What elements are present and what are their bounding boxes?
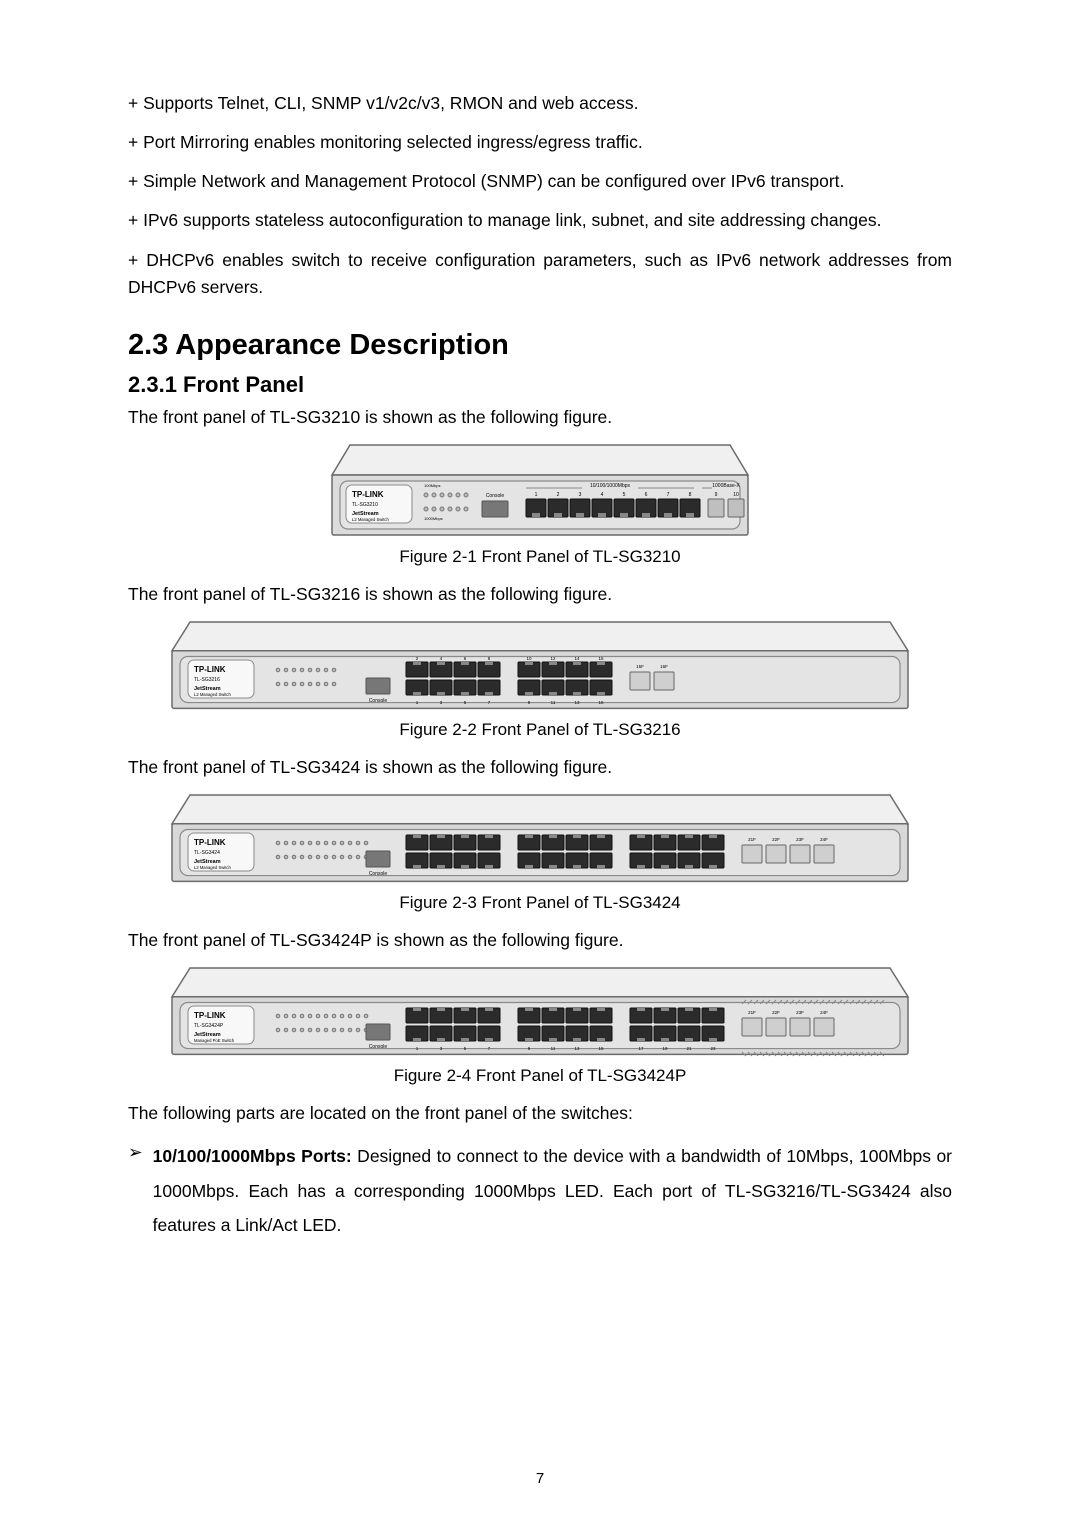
following-parts-intro: The following parts are located on the f…	[128, 1100, 952, 1127]
figure-caption: Figure 2-2 Front Panel of TL-SG3216	[128, 720, 952, 740]
svg-text:17: 17	[638, 1046, 644, 1051]
svg-text:10: 10	[526, 656, 532, 661]
panel-intro: The front panel of TL-SG3424P is shown a…	[128, 927, 952, 954]
svg-text:10: 10	[733, 492, 739, 498]
feature-line: + Port Mirroring enables monitoring sele…	[128, 129, 952, 156]
svg-text:Managed PoE Switch: Managed PoE Switch	[194, 1038, 235, 1043]
svg-text:11: 11	[551, 700, 556, 705]
svg-text:4: 4	[601, 492, 604, 498]
svg-text:Console: Console	[369, 698, 388, 704]
svg-text:TP-LINK: TP-LINK	[194, 838, 226, 847]
svg-text:7: 7	[667, 492, 670, 498]
panel-intro: The front panel of TL-SG3210 is shown as…	[128, 404, 952, 431]
figure-caption: Figure 2-4 Front Panel of TL-SG3424P	[128, 1066, 952, 1086]
svg-text:15F: 15F	[636, 664, 644, 669]
bullet-icon: ➢	[128, 1139, 143, 1241]
svg-text:TP-LINK: TP-LINK	[194, 665, 226, 674]
figure-caption: Figure 2-3 Front Panel of TL-SG3424	[128, 893, 952, 913]
svg-text:8: 8	[689, 492, 692, 498]
svg-text:TL-SG3424P: TL-SG3424P	[194, 1023, 224, 1029]
svg-text:10/100/1000Mbps: 10/100/1000Mbps	[590, 483, 631, 489]
figure-sg3210: TP-LINKTL-SG3210JetStreamL2 Managed Swit…	[128, 443, 952, 543]
svg-text:TL-SG3210: TL-SG3210	[352, 502, 378, 508]
svg-text:12: 12	[550, 656, 556, 661]
svg-text:TP-LINK: TP-LINK	[352, 490, 384, 499]
svg-text:13: 13	[574, 1046, 580, 1051]
feature-line: + Supports Telnet, CLI, SNMP v1/v2c/v3, …	[128, 90, 952, 117]
figure-caption: Figure 2-1 Front Panel of TL-SG3210	[128, 547, 952, 567]
svg-text:Console: Console	[369, 1044, 388, 1050]
svg-text:L2 Managed Switch: L2 Managed Switch	[194, 692, 231, 697]
page: + Supports Telnet, CLI, SNMP v1/v2c/v3, …	[0, 0, 1080, 1527]
svg-text:L2 Managed Switch: L2 Managed Switch	[194, 865, 231, 870]
svg-text:1: 1	[535, 492, 538, 498]
svg-text:9: 9	[715, 492, 718, 498]
svg-text:5: 5	[623, 492, 626, 498]
svg-text:14: 14	[574, 656, 580, 661]
port-bullet: ➢ 10/100/1000Mbps Ports: Designed to con…	[128, 1139, 952, 1241]
svg-text:13: 13	[574, 700, 580, 705]
svg-text:TP-LINK: TP-LINK	[194, 1011, 226, 1020]
panel-intro: The front panel of TL-SG3216 is shown as…	[128, 581, 952, 608]
panel-intro: The front panel of TL-SG3424 is shown as…	[128, 754, 952, 781]
svg-text:1000Mbps: 1000Mbps	[424, 516, 443, 521]
feature-line: + Simple Network and Management Protocol…	[128, 168, 952, 195]
svg-text:23: 23	[710, 1046, 716, 1051]
svg-text:Console: Console	[486, 493, 505, 499]
feature-line: + DHCPv6 enables switch to receive confi…	[128, 247, 952, 301]
page-number: 7	[0, 1470, 1080, 1487]
section-heading: 2.3 Appearance Description	[128, 329, 952, 362]
feature-line: + IPv6 supports stateless autoconfigurat…	[128, 207, 952, 234]
svg-text:11: 11	[551, 1046, 556, 1051]
figure-sg3424p: TP-LINKTL-SG3424PJetStreamManaged PoE Sw…	[128, 966, 952, 1062]
svg-text:21F: 21F	[748, 837, 756, 842]
svg-text:19: 19	[662, 1046, 668, 1051]
bullet-lead: 10/100/1000Mbps Ports:	[153, 1146, 352, 1166]
svg-text:TL-SG3424: TL-SG3424	[194, 850, 220, 856]
svg-text:23F: 23F	[796, 837, 804, 842]
svg-text:21F: 21F	[748, 1010, 756, 1015]
svg-text:23F: 23F	[796, 1010, 804, 1015]
svg-text:TL-SG3216: TL-SG3216	[194, 677, 220, 683]
svg-text:1000Base-X: 1000Base-X	[712, 483, 740, 489]
svg-text:22F: 22F	[772, 1010, 780, 1015]
bullet-text: 10/100/1000Mbps Ports: Designed to conne…	[153, 1139, 952, 1241]
svg-text:100Mbps: 100Mbps	[424, 483, 440, 488]
svg-text:15: 15	[598, 1046, 604, 1051]
svg-text:3: 3	[579, 492, 582, 498]
figure-sg3424: TP-LINKTL-SG3424JetStreamL2 Managed Swit…	[128, 793, 952, 889]
svg-text:21: 21	[686, 1046, 692, 1051]
subsection-heading: 2.3.1 Front Panel	[128, 372, 952, 398]
svg-text:16F: 16F	[660, 664, 668, 669]
svg-text:24F: 24F	[820, 1010, 828, 1015]
svg-text:16: 16	[598, 656, 604, 661]
svg-text:Console: Console	[369, 871, 388, 877]
svg-text:2: 2	[557, 492, 560, 498]
figure-sg3216: TP-LINKTL-SG3216JetStreamL2 Managed Swit…	[128, 620, 952, 716]
svg-text:L2 Managed Switch: L2 Managed Switch	[352, 517, 389, 522]
svg-text:6: 6	[645, 492, 648, 498]
svg-text:24F: 24F	[820, 837, 828, 842]
svg-text:15: 15	[598, 700, 604, 705]
svg-text:22F: 22F	[772, 837, 780, 842]
